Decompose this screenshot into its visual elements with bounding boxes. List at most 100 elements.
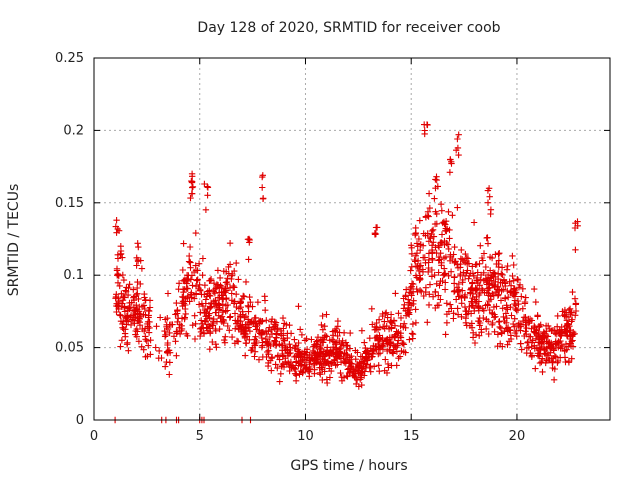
data-point <box>228 297 236 304</box>
data-point <box>382 310 389 317</box>
data-point <box>442 270 449 277</box>
data-point <box>340 329 348 336</box>
data-point <box>368 305 375 312</box>
data-point <box>550 376 558 383</box>
data-point <box>264 348 271 356</box>
data-point <box>500 313 507 321</box>
data-point <box>421 130 428 138</box>
data-point <box>172 338 179 345</box>
data-point <box>213 281 221 288</box>
data-point <box>278 327 285 335</box>
data-point <box>158 354 165 362</box>
data-point <box>314 358 322 365</box>
data-point <box>508 312 515 319</box>
data-point <box>259 353 266 361</box>
data-point <box>517 340 524 347</box>
data-point <box>402 349 409 356</box>
data-point <box>376 345 384 353</box>
data-point <box>478 326 485 333</box>
data-point <box>142 333 149 340</box>
data-point <box>532 298 539 306</box>
data-point <box>242 278 250 286</box>
data-point <box>451 243 458 251</box>
data-point <box>568 318 575 325</box>
data-point <box>293 370 300 377</box>
data-point <box>204 184 212 191</box>
data-point <box>432 176 439 183</box>
data-point <box>115 227 123 234</box>
data-point <box>113 308 120 316</box>
data-point <box>361 372 368 379</box>
data-point <box>383 309 390 316</box>
data-point <box>297 326 304 333</box>
data-point <box>518 346 525 353</box>
data-point <box>184 285 191 292</box>
data-point <box>565 357 573 365</box>
data-point <box>557 332 564 340</box>
data-point <box>231 267 238 275</box>
data-point <box>406 306 413 314</box>
data-point <box>223 294 230 302</box>
data-point <box>224 322 231 330</box>
data-point <box>226 240 234 247</box>
data-point <box>357 369 364 377</box>
data-point <box>259 184 266 191</box>
data-point <box>551 352 558 360</box>
data-point <box>346 345 354 352</box>
data-point <box>233 259 240 267</box>
data-point <box>114 272 121 279</box>
data-point <box>197 309 204 316</box>
data-point <box>483 277 491 284</box>
data-point <box>547 344 554 351</box>
data-point <box>441 271 448 278</box>
data-point <box>446 169 454 176</box>
data-point <box>291 336 298 343</box>
data-point <box>323 311 330 318</box>
data-point <box>222 333 229 340</box>
data-point <box>308 336 315 343</box>
data-point <box>561 312 568 319</box>
data-point <box>316 353 324 361</box>
data-point <box>268 330 276 338</box>
data-point <box>192 229 199 237</box>
data-point <box>486 253 494 261</box>
data-point <box>499 343 506 350</box>
data-point <box>428 273 436 280</box>
data-point <box>242 313 250 320</box>
data-point <box>417 247 424 254</box>
data-point <box>493 260 500 268</box>
data-point <box>238 295 246 303</box>
data-point <box>358 327 366 334</box>
data-point <box>479 287 486 294</box>
data-point <box>125 347 132 354</box>
data-point <box>459 256 466 263</box>
data-point <box>507 288 515 295</box>
data-point <box>180 298 187 305</box>
data-point <box>297 367 304 375</box>
data-point <box>369 347 377 354</box>
data-point <box>412 258 419 265</box>
data-point <box>332 339 339 346</box>
data-point <box>524 339 531 346</box>
data-point <box>265 328 272 335</box>
data-point <box>139 325 146 333</box>
data-point <box>372 334 380 342</box>
data-point <box>522 328 529 335</box>
data-point <box>226 314 233 321</box>
data-point <box>298 331 306 338</box>
data-point <box>366 335 373 342</box>
data-point <box>286 341 293 348</box>
data-point <box>442 218 450 225</box>
data-point <box>446 235 453 242</box>
data-point <box>406 311 413 318</box>
data-point <box>494 283 502 290</box>
data-point <box>546 339 553 346</box>
data-point <box>493 303 500 310</box>
data-point <box>272 338 279 345</box>
data-point <box>286 367 293 375</box>
data-point <box>500 276 508 283</box>
data-point <box>204 183 211 190</box>
data-point <box>123 341 131 348</box>
data-point <box>395 310 402 317</box>
data-point <box>384 314 391 321</box>
